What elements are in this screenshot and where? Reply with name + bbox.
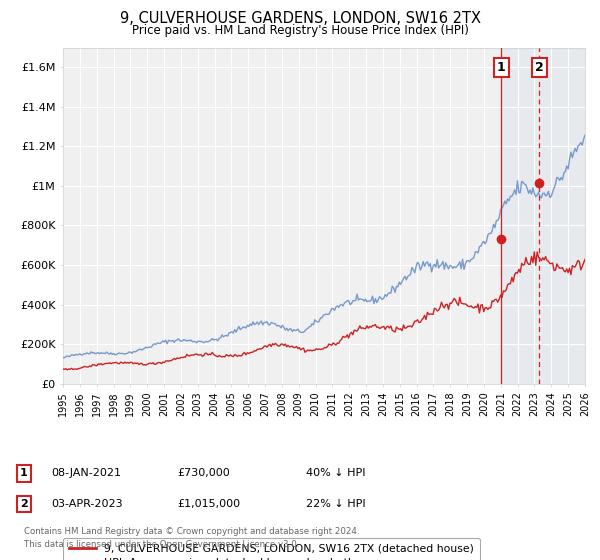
Text: £730,000: £730,000 — [177, 468, 230, 478]
Legend: 9, CULVERHOUSE GARDENS, LONDON, SW16 2TX (detached house), HPI: Average price, d: 9, CULVERHOUSE GARDENS, LONDON, SW16 2TX… — [63, 538, 479, 560]
Text: £1,015,000: £1,015,000 — [177, 499, 240, 509]
Text: Contains HM Land Registry data © Crown copyright and database right 2024.: Contains HM Land Registry data © Crown c… — [24, 528, 359, 536]
Text: 08-JAN-2021: 08-JAN-2021 — [51, 468, 121, 478]
Bar — [502, 48, 585, 384]
Text: 40% ↓ HPI: 40% ↓ HPI — [306, 468, 365, 478]
Text: Price paid vs. HM Land Registry's House Price Index (HPI): Price paid vs. HM Land Registry's House … — [131, 24, 469, 36]
Text: 2: 2 — [535, 61, 544, 74]
Text: 03-APR-2023: 03-APR-2023 — [51, 499, 122, 509]
Text: 1: 1 — [20, 468, 28, 478]
Text: 2: 2 — [20, 499, 28, 509]
Text: This data is licensed under the Open Government Licence v3.0.: This data is licensed under the Open Gov… — [24, 540, 299, 549]
Text: 22% ↓ HPI: 22% ↓ HPI — [306, 499, 365, 509]
Text: 9, CULVERHOUSE GARDENS, LONDON, SW16 2TX: 9, CULVERHOUSE GARDENS, LONDON, SW16 2TX — [119, 11, 481, 26]
Text: 1: 1 — [497, 61, 506, 74]
